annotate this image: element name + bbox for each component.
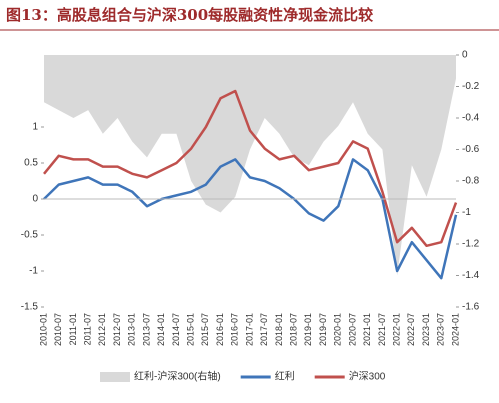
x-tick-label: 2019-07 xyxy=(318,313,328,346)
chart-title: 图13：高股息组合与沪深300每股融资性净现金流比较 xyxy=(6,6,373,24)
x-tick-label: 2014-07 xyxy=(171,313,181,346)
x-tick-label: 2011-01 xyxy=(68,313,78,345)
y2-tick-label: -1 xyxy=(462,207,471,218)
x-tick-label: 2022-01 xyxy=(392,313,402,346)
legend-swatch xyxy=(100,372,130,382)
y2-tick-label: -0.8 xyxy=(462,176,480,187)
x-tick-label: 2024-01 xyxy=(450,313,460,346)
x-tick-label: 2016-01 xyxy=(215,313,225,346)
line xyxy=(43,158,458,280)
y-tick-label: -1.5 xyxy=(21,302,39,313)
x-tick-label: 2020-01 xyxy=(333,313,343,346)
legend-label: 红利 xyxy=(275,370,295,383)
x-tick-label: 2015-01 xyxy=(186,313,196,346)
x-tick-label: 2011-07 xyxy=(83,313,93,345)
legend-label: 红利-沪深300(右轴) xyxy=(134,370,221,383)
x-tick-label: 2014-01 xyxy=(156,313,166,346)
x-tick-label: 2017-01 xyxy=(244,313,254,346)
area xyxy=(44,55,456,276)
y2-tick-label: -1.2 xyxy=(462,239,480,250)
y2-tick-label: 0 xyxy=(462,50,468,61)
x-tick-label: 2015-07 xyxy=(200,313,210,346)
x-tick-label: 2019-01 xyxy=(303,313,313,346)
y2-tick-label: -0.4 xyxy=(462,113,480,124)
x-tick-label: 2023-01 xyxy=(421,313,431,346)
y-tick-label: -0.5 xyxy=(21,230,39,241)
y-tick-label: -1 xyxy=(29,266,38,277)
x-tick-label: 2010-01 xyxy=(38,313,48,346)
x-tick-label: 2013-01 xyxy=(127,313,137,346)
x-tick-label: 2018-07 xyxy=(289,313,299,346)
legend-label: 沪深300 xyxy=(349,370,386,383)
y2-tick-label: -1.4 xyxy=(462,270,480,281)
x-tick-label: 2013-07 xyxy=(141,313,151,346)
line xyxy=(43,89,458,248)
y2-tick-label: -1.6 xyxy=(462,302,480,313)
x-tick-label: 2012-07 xyxy=(112,313,122,346)
x-tick-label: 2016-07 xyxy=(230,313,240,346)
x-tick-label: 2020-07 xyxy=(347,313,357,346)
y-tick-label: 0 xyxy=(32,194,38,205)
x-tick-label: 2021-07 xyxy=(377,313,387,346)
y2-tick-label: -0.2 xyxy=(462,81,480,92)
x-tick-label: 2023-07 xyxy=(436,313,446,346)
y2-tick-label: -0.6 xyxy=(462,144,480,155)
x-tick-label: 2021-01 xyxy=(362,313,372,346)
x-tick-label: 2012-01 xyxy=(97,313,107,346)
x-tick-label: 2018-01 xyxy=(274,313,284,346)
x-tick-label: 2022-07 xyxy=(406,313,416,346)
y-tick-label: 0.5 xyxy=(24,158,38,169)
x-tick-label: 2017-07 xyxy=(259,313,269,346)
y-tick-label: 1 xyxy=(32,122,38,133)
x-tick-label: 2010-07 xyxy=(53,313,63,346)
